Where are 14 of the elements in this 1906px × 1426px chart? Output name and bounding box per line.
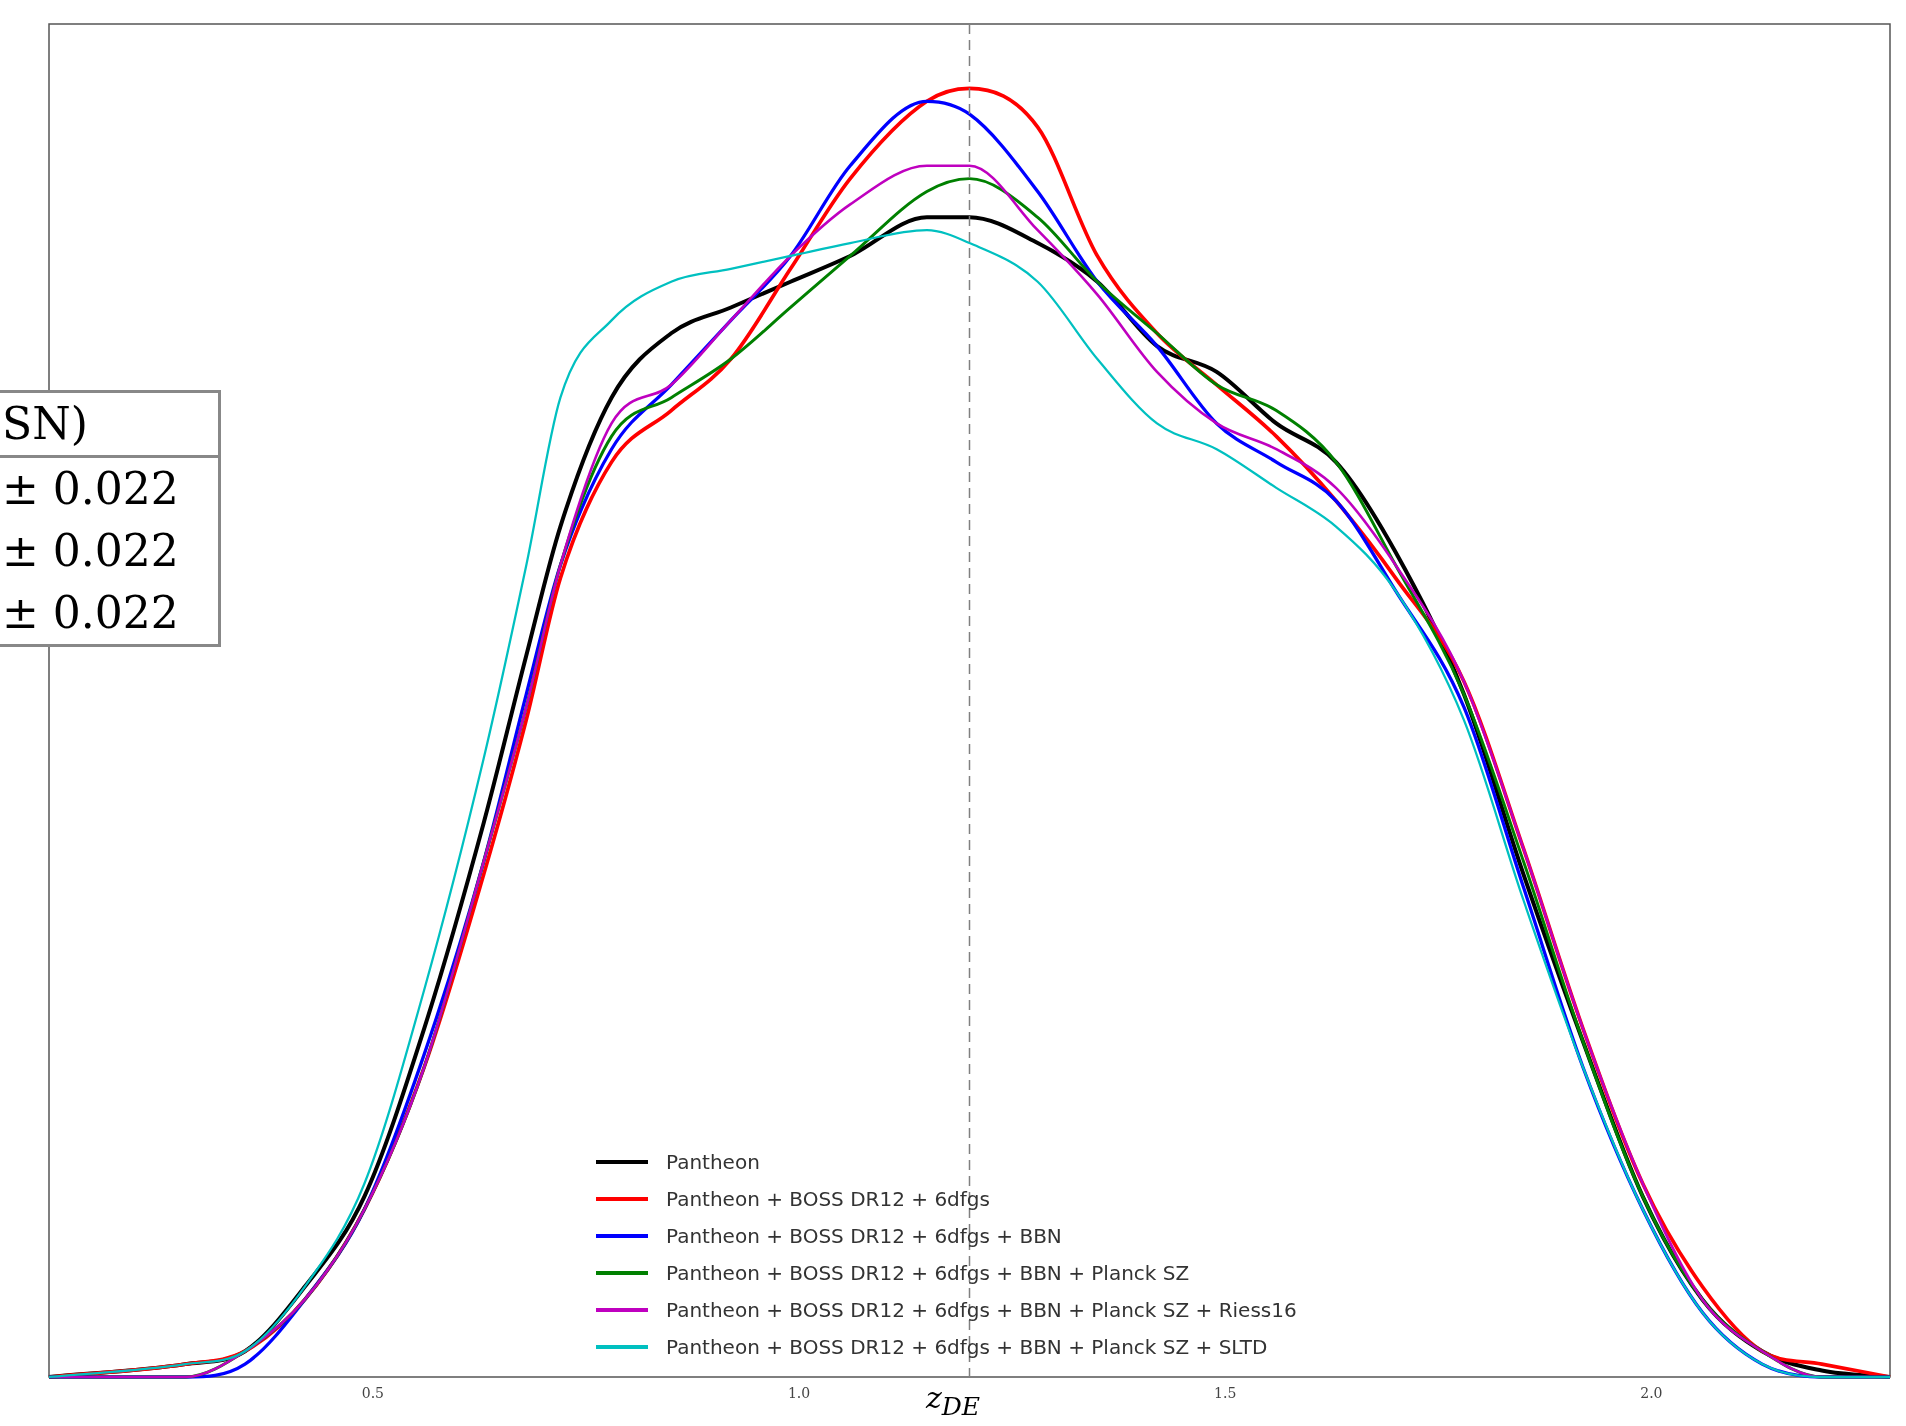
annotation: SN) [0,393,218,458]
annotation: ± 0.022 [1,462,180,516]
legend-label: Pantheon [666,1149,760,1174]
x-tick-label: 1.5 [1214,1385,1237,1402]
x-tick-label: 0.5 [361,1385,385,1402]
legend-label: Pantheon + BOSS DR12 + 6dfgs [666,1186,990,1211]
x-tick-label: 2.0 [1640,1385,1663,1402]
legend-label: Pantheon + BOSS DR12 + 6dfgs + BBN + Planck SZ [666,1260,1190,1285]
x-axis-title: z$_{DE}$ [925,1380,981,1421]
legend-label: Pantheon + BOSS DR12 + 6dfgs + BBN + Planck SZ + SLTD [666,1334,1268,1359]
legend-label: Pantheon + BOSS DR12 + 6dfgs + BBN [666,1223,1062,1248]
annotation: ± 0.022 [1,586,180,640]
annotation: ± 0.022 [1,524,180,578]
x-tick-label: 1.0 [787,1385,811,1402]
